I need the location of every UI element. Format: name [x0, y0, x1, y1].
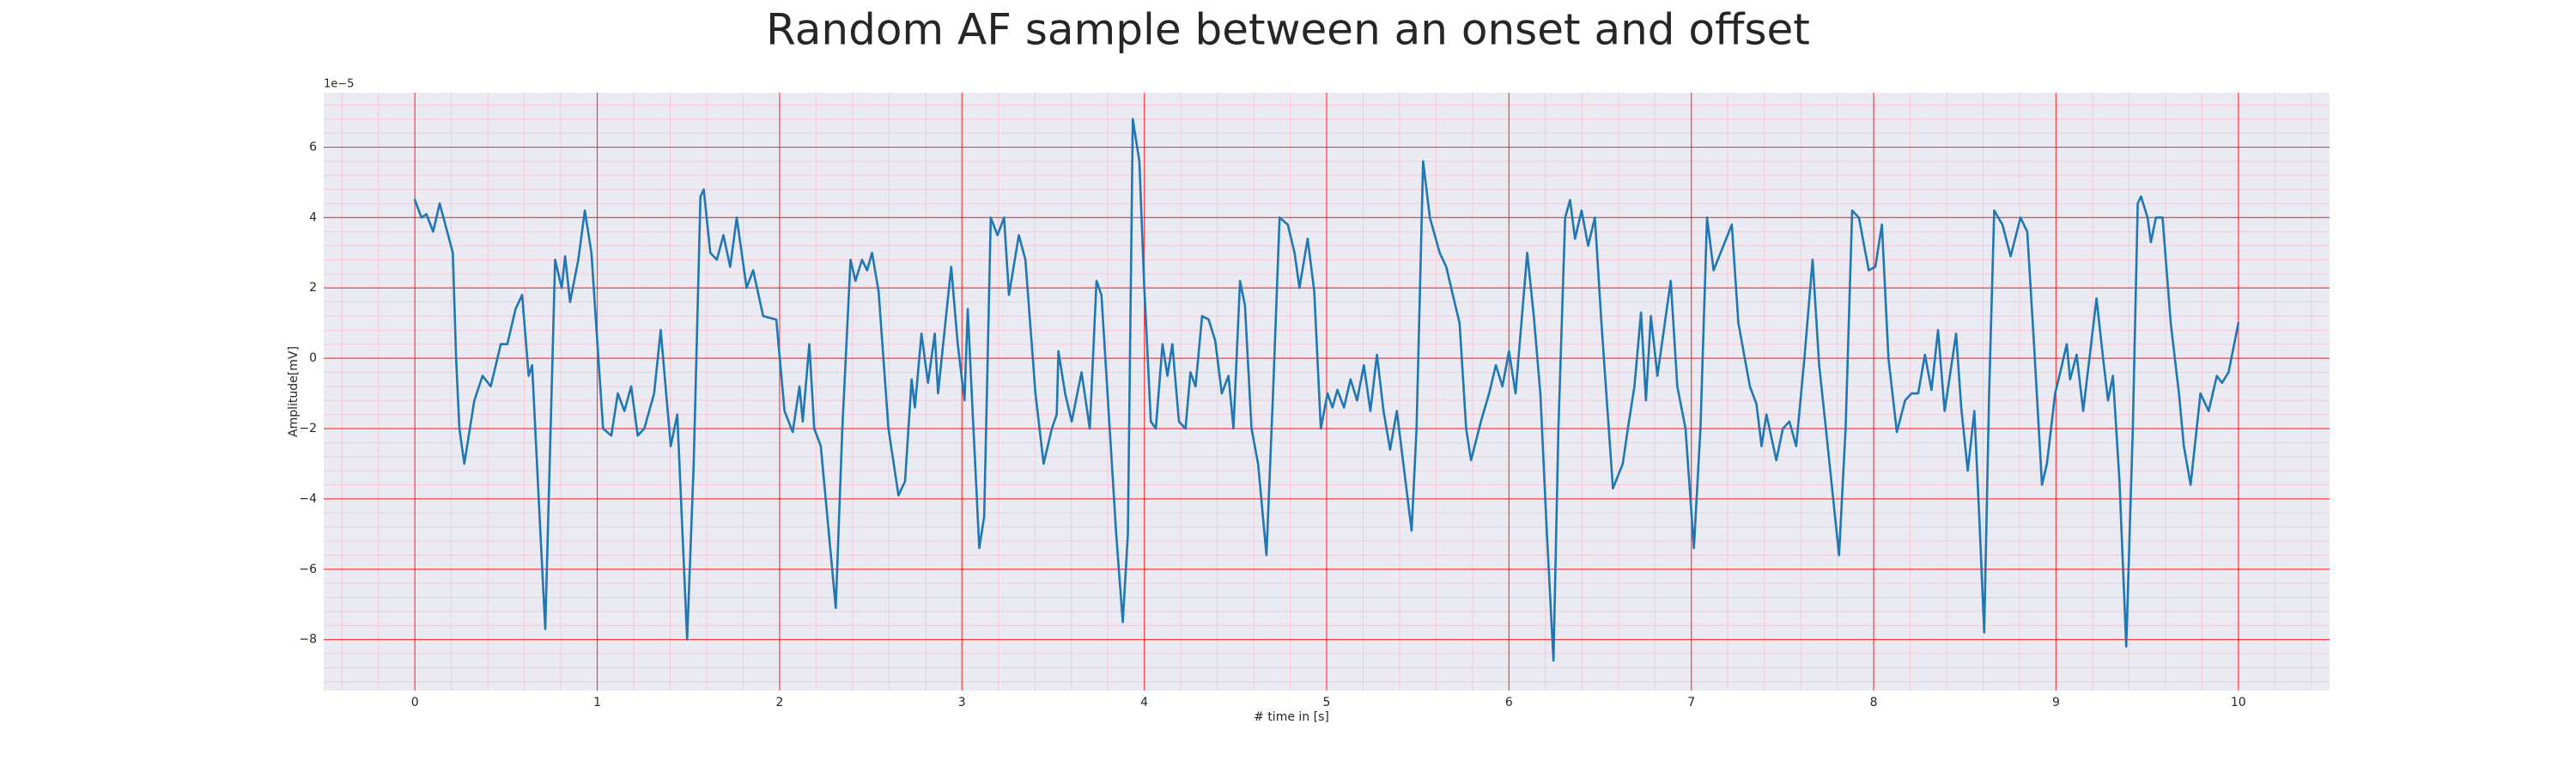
y-tick-label: 6 [309, 140, 317, 154]
y-tick-label: −2 [299, 422, 317, 435]
signal-line [413, 118, 2240, 662]
x-axis-label: # time in [s] [1254, 710, 1329, 724]
x-tick-label: 9 [2052, 696, 2060, 709]
x-tick-label: 6 [1505, 696, 1513, 709]
y-tick-label: −4 [299, 492, 317, 506]
grid [324, 93, 2330, 691]
x-tick-label: 2 [775, 696, 783, 709]
x-tick-label: 4 [1140, 696, 1148, 709]
x-tick-label: 0 [411, 696, 419, 709]
y-tick-label: 0 [309, 351, 317, 365]
x-tick-label: 8 [1870, 696, 1878, 709]
marks [413, 118, 2240, 662]
x-tick-label: 3 [958, 696, 966, 709]
x-tick-label: 5 [1323, 696, 1331, 709]
y-offset-label: 1e−5 [324, 78, 354, 91]
y-tick-label: 2 [309, 281, 317, 295]
y-tick-label: −8 [299, 633, 317, 647]
chart-title: Random AF sample between an onset and of… [766, 5, 1810, 55]
x-tick-label: 10 [2231, 696, 2246, 709]
y-tick-label: −6 [299, 563, 317, 576]
x-tick-label: 7 [1687, 696, 1695, 709]
x-tick-label: 1 [593, 696, 601, 709]
y-tick-label: 4 [309, 210, 317, 224]
y-axis-label: Amplitude[mV] [287, 346, 301, 437]
